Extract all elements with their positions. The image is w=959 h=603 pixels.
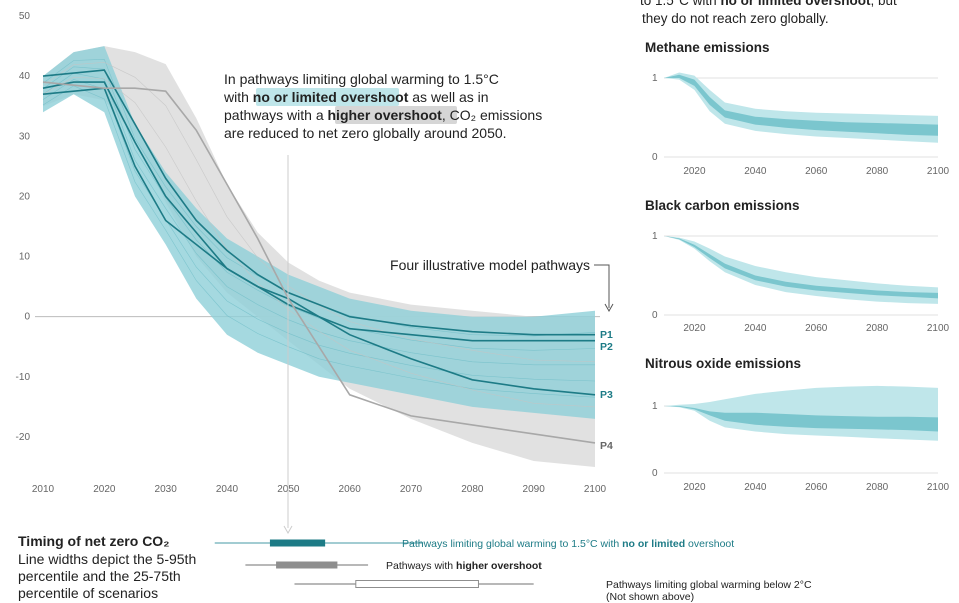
timing-row-label: Pathways limiting global warming below 2… bbox=[606, 579, 812, 591]
pathways-arrow-icon bbox=[604, 303, 614, 313]
small-x-tick-label: 2060 bbox=[805, 323, 828, 334]
main-chart-bands bbox=[42, 46, 596, 467]
pathway-label-p3: P3 bbox=[600, 389, 613, 401]
timing-rows: Pathways limiting global warming to 1.5°… bbox=[214, 538, 812, 603]
y-tick-label: -10 bbox=[16, 372, 31, 383]
small-y-tick-label: 1 bbox=[652, 401, 658, 412]
timing-25-75-range bbox=[355, 580, 479, 588]
timing-desc-line2: percentile and the 25-75th bbox=[18, 568, 181, 584]
small-chart-outer-band bbox=[664, 236, 938, 304]
small-chart-inner-band bbox=[664, 406, 938, 432]
timing-desc-line1: Line widths depict the 5-95th bbox=[18, 551, 196, 567]
small-chart-2: Black carbon emissions 1 0 2020 2040 2060 2080… bbox=[645, 198, 950, 334]
x-tick-label: 2040 bbox=[216, 484, 239, 495]
x-tick-label: 2020 bbox=[93, 484, 116, 495]
x-tick-label: 2090 bbox=[523, 484, 546, 495]
small-x-tick-label: 2040 bbox=[744, 323, 767, 334]
small-y-tick-label: 0 bbox=[652, 468, 658, 479]
small-x-tick-label: 2100 bbox=[927, 323, 950, 334]
small-chart-title: Nitrous oxide emissions bbox=[645, 356, 801, 371]
small-x-tick-label: 2100 bbox=[927, 482, 950, 493]
small-x-tick-label: 2020 bbox=[683, 166, 706, 177]
small-y-tick-label: 0 bbox=[652, 310, 658, 321]
annotation-line3: pathways with a higher overshoot, CO₂ em… bbox=[224, 107, 542, 123]
x-tick-label: 2100 bbox=[584, 484, 607, 495]
x-tick-label: 2070 bbox=[400, 484, 423, 495]
small-x-tick-label: 2040 bbox=[744, 166, 767, 177]
x-tick-label: 2030 bbox=[155, 484, 178, 495]
x-tick-label: 2010 bbox=[32, 484, 55, 495]
timing-25-75-range bbox=[276, 561, 338, 569]
x-tick-label: 2080 bbox=[461, 484, 484, 495]
annotation-line1: In pathways limiting global warming to 1… bbox=[224, 71, 499, 87]
small-chart-3: Nitrous oxide emissions 1 0 2020 2040 2060 208… bbox=[645, 356, 950, 493]
small-y-tick-label: 1 bbox=[652, 231, 658, 242]
highlight-no-overshoot bbox=[256, 88, 399, 106]
timing-row-label: Pathways with higher overshoot bbox=[386, 560, 542, 572]
y-tick-label: 30 bbox=[19, 131, 31, 142]
x-tick-label: 2060 bbox=[339, 484, 362, 495]
scenario-line bbox=[42, 66, 596, 351]
top-right-note-line2: they do not reach zero globally. bbox=[642, 11, 829, 26]
timing-title: Timing of net zero CO₂ bbox=[18, 533, 169, 549]
highlight-higher-overshoot bbox=[335, 106, 457, 124]
small-y-tick-label: 0 bbox=[652, 152, 658, 163]
scenario-line bbox=[42, 58, 596, 337]
timing-row-label: Pathways limiting global warming to 1.5°… bbox=[402, 538, 734, 550]
small-x-tick-label: 2100 bbox=[927, 166, 950, 177]
small-chart-title: Black carbon emissions bbox=[645, 198, 800, 213]
x-tick-label: 2050 bbox=[277, 484, 300, 495]
pathways-label-connector bbox=[594, 264, 610, 308]
small-x-tick-label: 2060 bbox=[805, 482, 828, 493]
no-overshoot-band bbox=[43, 46, 595, 419]
small-x-tick-label: 2080 bbox=[866, 323, 889, 334]
small-chart-1: Methane emissions 1 0 2020 2040 2060 2080 2100 bbox=[645, 40, 950, 177]
timing-row-2: Pathways with higher overshoot bbox=[245, 560, 542, 572]
y-tick-label: 50 bbox=[19, 11, 31, 22]
small-chart-title: Methane emissions bbox=[645, 40, 770, 55]
timing-row-3: Pathways limiting global warming below 2… bbox=[294, 579, 812, 603]
pointer-arrow-icon bbox=[283, 525, 293, 535]
scenario-line bbox=[42, 72, 595, 366]
y-tick-label: 10 bbox=[19, 252, 31, 263]
pathways-label: Four illustrative model pathways bbox=[390, 257, 590, 273]
timing-desc-line3: percentile of scenarios bbox=[18, 585, 158, 601]
timing-section: Timing of net zero CO₂ Line widths depic… bbox=[18, 533, 812, 603]
pathway-label-p4: P4 bbox=[600, 440, 613, 452]
top-right-note-line1: to 1.5°C with no or limited overshoot, b… bbox=[640, 0, 897, 8]
small-y-tick-label: 1 bbox=[652, 73, 658, 84]
pathway-line-p4 bbox=[42, 81, 596, 444]
y-tick-label: -20 bbox=[16, 432, 31, 443]
small-x-tick-label: 2060 bbox=[805, 166, 828, 177]
scenario-line bbox=[42, 85, 596, 398]
small-chart-inner-band bbox=[664, 236, 938, 299]
timing-row-note: (Not shown above) bbox=[606, 591, 694, 603]
small-x-tick-label: 2020 bbox=[683, 482, 706, 493]
pathway-line-p3 bbox=[42, 87, 596, 396]
small-chart-inner-band bbox=[664, 74, 938, 136]
pathway-label-p1: P1 bbox=[600, 329, 613, 341]
small-x-tick-label: 2080 bbox=[866, 482, 889, 493]
timing-row-1: Pathways limiting global warming to 1.5°… bbox=[214, 538, 734, 550]
main-chart-lines bbox=[42, 69, 596, 444]
y-tick-label: 20 bbox=[19, 191, 31, 202]
small-x-tick-label: 2080 bbox=[866, 166, 889, 177]
small-x-tick-label: 2020 bbox=[683, 323, 706, 334]
y-tick-label: 0 bbox=[24, 312, 30, 323]
annotation-line2: with no or limited overshoot as well as … bbox=[223, 89, 489, 105]
small-x-tick-label: 2040 bbox=[744, 482, 767, 493]
scenario-line-grey bbox=[42, 61, 596, 363]
pathway-label-p2: P2 bbox=[600, 341, 613, 353]
main-chart-ticks: 50403020100-10-2020102020203020402050206… bbox=[16, 11, 607, 495]
y-tick-label: 40 bbox=[19, 71, 31, 82]
main-annotation: In pathways limiting global warming to 1… bbox=[223, 71, 542, 141]
annotation-line4: are reduced to net zero globally around … bbox=[224, 125, 507, 141]
timing-25-75-range bbox=[269, 539, 326, 547]
